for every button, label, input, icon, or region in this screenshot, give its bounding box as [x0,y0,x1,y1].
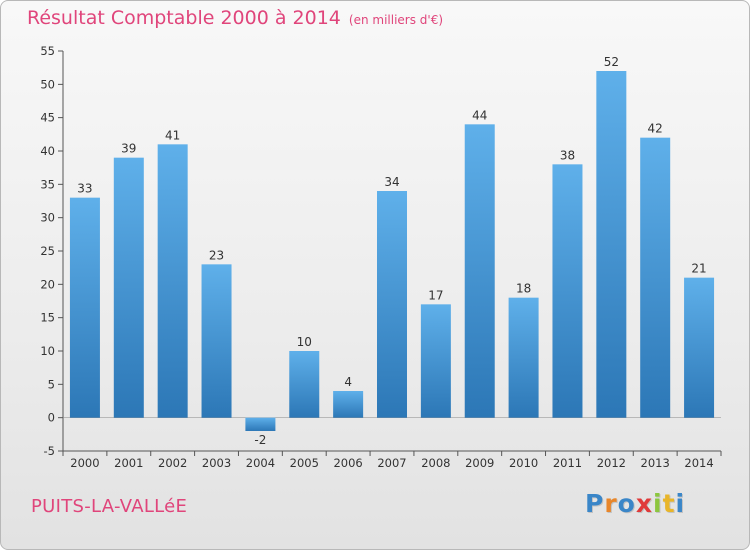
y-tick-label: 25 [40,244,55,258]
data-labels: 33 39 41 23 -2 10 4 34 17 44 18 38 52 42 21 [77,55,706,447]
data-label: 17 [428,288,443,302]
bar [684,277,715,418]
bars [69,71,715,431]
x-tick-label: 2007 [377,456,406,470]
bar [596,71,627,418]
data-label: 4 [344,375,352,389]
data-label: 38 [560,148,575,162]
chart-subtitle: (en milliers d'€) [348,13,444,27]
data-label: 10 [297,335,312,349]
y-tick-label: 20 [40,277,55,291]
bar [377,191,407,418]
bar [552,164,583,418]
data-label: -2 [254,433,266,447]
data-label: 44 [472,108,487,122]
logo-letter: o [617,489,636,518]
y-tick-label: 15 [40,311,55,325]
logo-letter: i [653,489,663,518]
bar [508,297,539,418]
axes: -5 0 5 10 15 20 25 30 35 40 45 50 55 2000 2001 2002 2003… [40,44,722,470]
commune-name: PUITS-LA-VALLéE [31,496,188,517]
logo-letter: P [585,489,605,518]
x-tick-label: 2012 [597,456,626,470]
x-tick-label: 2001 [114,456,143,470]
y-tick-label: -5 [44,444,55,458]
logo-letter: i [675,489,686,518]
bar [113,157,144,418]
data-label: 34 [384,175,399,189]
proxiti-logo: Proxiti [585,489,685,518]
y-tick-label: 30 [40,211,55,225]
logo-letter: r [604,489,618,518]
data-label: 52 [604,55,619,69]
y-tick-label: 40 [40,144,55,158]
x-tick-label: 2011 [553,456,582,470]
x-tick-label: 2010 [509,456,538,470]
x-tick-label: 2009 [465,456,494,470]
data-label: 33 [77,182,92,196]
chart-title: Résultat Comptable 2000 à 2014 (en millie… [27,7,444,29]
x-tick-label: 2004 [246,456,275,470]
bar [69,197,100,418]
x-tick-label: 2005 [290,456,319,470]
x-tick-label: 2002 [158,456,187,470]
x-tick-label: 2013 [641,456,670,470]
y-tick-label: 10 [40,344,55,358]
bar [157,144,188,418]
bar [333,391,364,418]
data-label: 21 [691,262,706,276]
x-tick-label: 2003 [202,456,231,470]
data-label: 23 [209,248,224,262]
bar [464,124,495,418]
x-tick-label: 2000 [70,456,99,470]
bar [289,351,320,418]
y-tick-label: 50 [40,77,55,91]
x-tick-label: 2014 [684,456,713,470]
data-label: 41 [165,128,180,142]
data-label: 39 [121,142,136,156]
logo-letter: t [662,489,676,518]
y-tick-label: 55 [40,44,55,58]
y-tick-label: 0 [48,411,55,425]
bar [420,304,451,418]
logo-letter: x [635,489,653,518]
bar [640,137,671,418]
x-tick-label: 2008 [421,456,450,470]
bar [201,264,232,418]
x-tick-label: 2006 [333,456,362,470]
data-label: 18 [516,282,531,296]
y-tick-label: 45 [40,111,55,125]
y-tick-label: 35 [40,177,55,191]
y-tick-label: 5 [48,377,55,391]
bar [245,417,276,431]
data-label: 42 [648,122,663,136]
